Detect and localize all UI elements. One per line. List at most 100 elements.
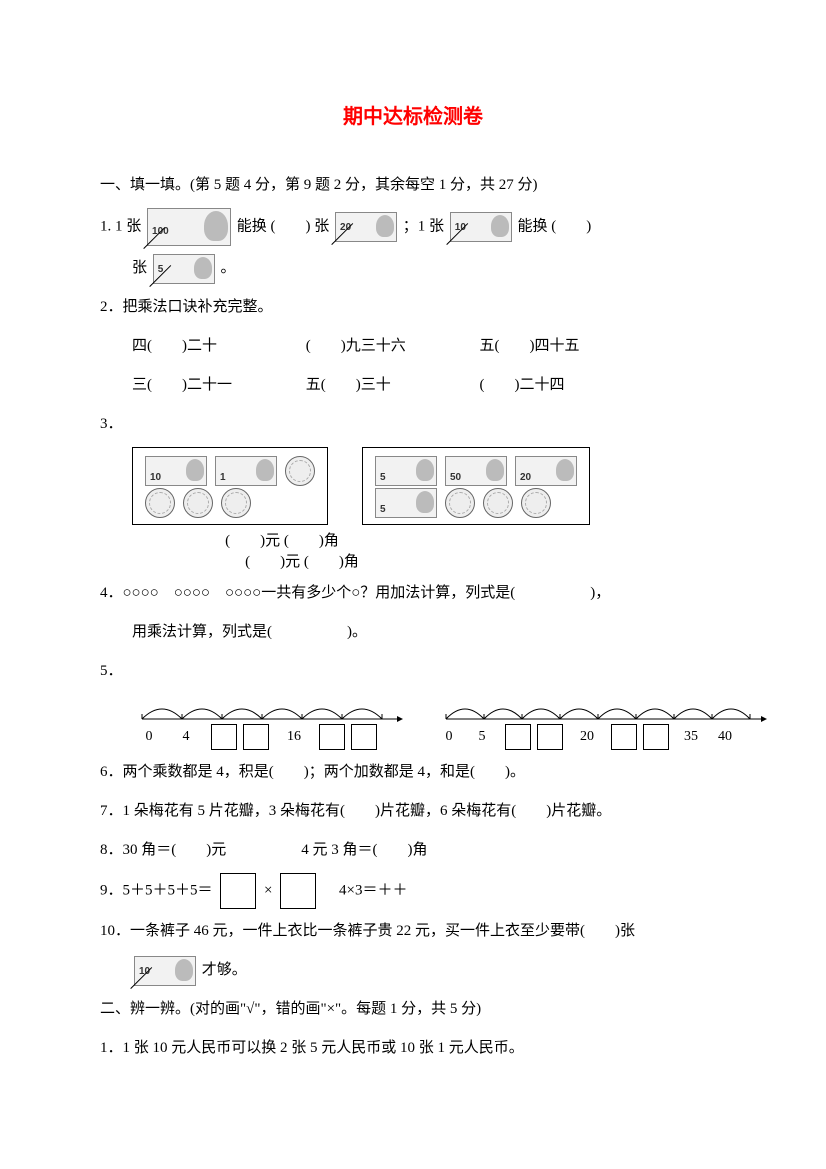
numberline-svg <box>132 694 412 724</box>
note-val: 1 <box>220 472 226 483</box>
q5-lines: 0 4 16 0 5 <box>100 694 726 750</box>
tick-label: 40 <box>712 729 738 745</box>
q2-r2b: 五( )三十 <box>306 369 476 402</box>
portrait-icon <box>376 215 394 237</box>
q10-line1: 10．一条裤子 46 元，一件上衣比一条裤子贵 22 元，买一件上衣至少要带( … <box>100 915 726 948</box>
portrait-icon <box>491 215 509 237</box>
note-val: 10 <box>150 472 161 483</box>
money-box-left: 10 1 <box>132 447 328 525</box>
tick-label: 4 <box>166 729 206 745</box>
coin-icon <box>483 488 513 518</box>
portrait-icon <box>486 459 504 481</box>
portrait-icon <box>194 257 212 279</box>
q8: 8．30 角＝( )元 4 元 3 角＝( )角 <box>100 834 726 867</box>
q1-num: 1. <box>100 218 111 234</box>
note-val: 50 <box>450 472 461 483</box>
q3-label-left: ( )元 ( )角 <box>132 529 432 550</box>
q1-t6: 。 <box>221 260 236 276</box>
q2-r1c: 五( )四十五 <box>480 330 650 363</box>
q1-t3: ；1 张 <box>403 218 444 234</box>
q9-mid: × <box>264 882 272 898</box>
blank-box <box>505 724 531 750</box>
numberline-right: 0 5 20 35 40 <box>436 694 776 750</box>
banknote-5: 5 <box>153 254 215 284</box>
q1-t2: 能换 ( ) 张 <box>237 218 330 234</box>
portrait-icon <box>175 959 193 981</box>
blank-box <box>243 724 269 750</box>
note-val: 5 <box>380 504 386 515</box>
coin-icon <box>183 488 213 518</box>
blank-box <box>611 724 637 750</box>
coin-icon <box>145 488 175 518</box>
blank-big-box <box>280 873 316 909</box>
q3-boxes: 10 1 5 50 20 5 <box>100 447 726 525</box>
banknote-10-value: 10 <box>455 217 466 239</box>
note-val: 20 <box>520 472 531 483</box>
q2-r1b: ( )九三十六 <box>306 330 476 363</box>
coin-icon <box>221 488 251 518</box>
banknote-10: 10 <box>450 212 512 242</box>
numberline-right-labels: 0 5 20 35 40 <box>438 724 776 750</box>
portrait-icon <box>204 211 228 241</box>
q3-label-right: ( )元 ( )角 <box>162 550 442 571</box>
q2-r2c: ( )二十四 <box>480 369 650 402</box>
note-val: 5 <box>380 472 386 483</box>
q1-t1: 1 张 <box>115 218 141 234</box>
q9-tail: 4×3＝＋＋ <box>324 882 407 898</box>
banknote-100: 100 <box>147 208 231 246</box>
tick-label: 5 <box>464 729 500 745</box>
portrait-icon <box>416 459 434 481</box>
banknote-20: 20 <box>335 212 397 242</box>
q3-labels: ( )元 ( )角 ( )元 ( )角 <box>100 529 726 571</box>
banknote-5b: 5 <box>375 488 437 518</box>
q2-text: 把乘法口诀补充完整。 <box>123 299 273 315</box>
tick-label: 0 <box>136 729 162 745</box>
tick-label: 35 <box>674 729 708 745</box>
banknote-50: 50 <box>445 456 507 486</box>
money-row: 10 1 <box>143 456 317 486</box>
banknote-10: 10 <box>145 456 207 486</box>
q1-t5: 张 <box>132 260 147 276</box>
blank-box <box>643 724 669 750</box>
banknote-20: 20 <box>515 456 577 486</box>
numberline-svg <box>436 694 776 724</box>
blank-big-box <box>220 873 256 909</box>
coin-icon <box>521 488 551 518</box>
portrait-icon <box>416 491 434 513</box>
blank-box <box>319 724 345 750</box>
q2-num: 2． <box>100 299 123 315</box>
banknote-5: 5 <box>375 456 437 486</box>
blank-box <box>537 724 563 750</box>
q9: 9．5＋5＋5＋5＝ × 4×3＝＋＋ <box>100 873 726 909</box>
tick-label: 16 <box>274 729 314 745</box>
q2-row2: 三( )二十一 五( )三十 ( )二十四 <box>100 369 726 402</box>
exam-page: 期中达标检测卷 一、填一填。(第 5 题 4 分，第 9 题 2 分，其余每空 … <box>0 0 826 1169</box>
s2-q1: 1．1 张 10 元人民币可以换 2 张 5 元人民币或 10 张 1 元人民币… <box>100 1032 726 1065</box>
banknote-10: 10 <box>134 956 196 986</box>
banknote-20-value: 20 <box>340 217 351 239</box>
q2-row1: 四( )二十 ( )九三十六 五( )四十五 <box>100 330 726 363</box>
coin-icon <box>285 456 315 486</box>
section2-heading: 二、辨一辨。(对的画"√"，错的画"×"。每题 1 分，共 5 分) <box>100 993 726 1026</box>
blank-box <box>211 724 237 750</box>
banknote-1: 1 <box>215 456 277 486</box>
q10-line2: 10 才够。 <box>100 954 726 987</box>
portrait-icon <box>556 459 574 481</box>
money-row: 5 50 20 <box>373 456 579 486</box>
q4-line1: 4．○○○○ ○○○○ ○○○○一共有多少个○？用加法计算，列式是( )， <box>100 577 726 610</box>
q7: 7．1 朵梅花有 5 片花瓣，3 朵梅花有( )片花瓣，6 朵梅花有( )片花瓣… <box>100 795 726 828</box>
q5-num: 5． <box>100 655 726 688</box>
coin-icon <box>445 488 475 518</box>
q2-r1a: 四( )二十 <box>132 330 302 363</box>
q1-t4: 能换 ( ) <box>518 218 592 234</box>
q1-line1: 1. 1 张 100 能换 ( ) 张 20 ；1 张 10 能换 ( ) <box>100 208 726 246</box>
q4-line2: 用乘法计算，列式是( )。 <box>100 616 726 649</box>
blank-box <box>351 724 377 750</box>
tick-label: 0 <box>438 729 460 745</box>
money-box-right: 5 50 20 5 <box>362 447 590 525</box>
q9-lead: 9．5＋5＋5＋5＝ <box>100 882 213 898</box>
section1-heading: 一、填一填。(第 5 题 4 分，第 9 题 2 分，其余每空 1 分，共 27… <box>100 169 726 202</box>
money-row: 5 <box>373 488 579 518</box>
q1-line2: 张 5 。 <box>100 252 726 285</box>
numberline-left: 0 4 16 <box>132 694 412 750</box>
